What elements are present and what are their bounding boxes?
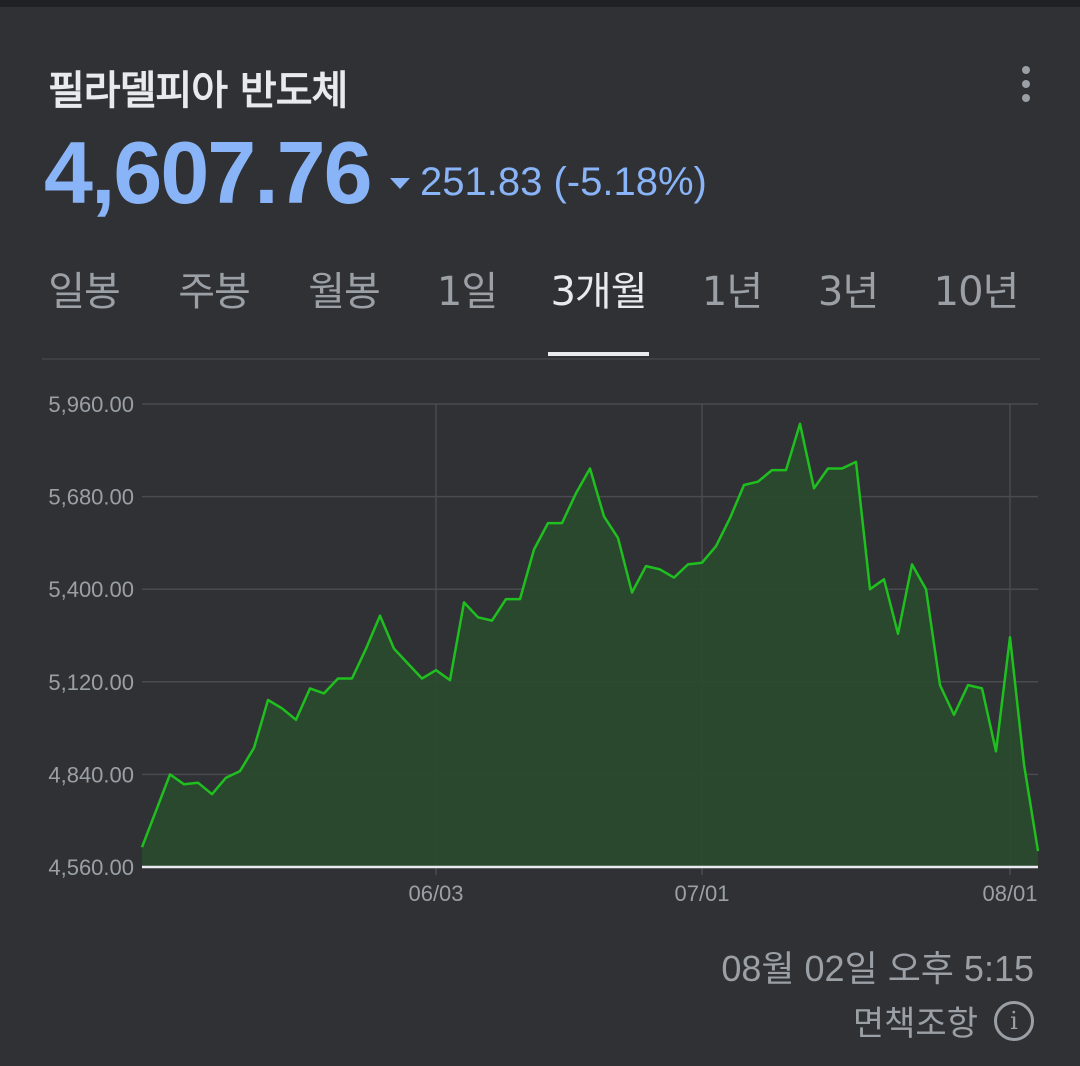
period-tabs: 일봉 주봉 월봉 1일 3개월 1년 3년 10년: [42, 262, 1040, 360]
price-area: [142, 423, 1038, 867]
tab-1day[interactable]: 1일: [436, 269, 498, 315]
price-change-value: 251.83 (-5.18%): [420, 160, 707, 204]
disclaimer-link[interactable]: 면책조항 i: [853, 996, 1034, 1045]
down-arrow-icon: [390, 178, 410, 189]
more-options-icon[interactable]: [1012, 66, 1040, 110]
y-tick-label: 5,960.00: [48, 392, 134, 417]
tab-3months[interactable]: 3개월: [548, 262, 649, 356]
info-icon[interactable]: i: [994, 1000, 1034, 1041]
x-tick-label: 07/01: [674, 881, 729, 906]
timestamp: 08월 02일 오후 5:15: [721, 948, 1034, 989]
y-tick-label: 4,840.00: [48, 762, 134, 787]
y-tick-label: 5,120.00: [48, 670, 134, 695]
status-strip: [0, 0, 1080, 7]
price-change: 251.83 (-5.18%): [390, 160, 707, 205]
disclaimer-label: 면책조항: [852, 1004, 978, 1044]
index-title: 필라델피아 반도체: [48, 68, 348, 114]
price-line: [140, 422, 1040, 852]
y-tick-label: 5,680.00: [48, 485, 134, 510]
y-tick-label: 5,400.00: [48, 577, 134, 602]
x-tick-label: 08/01: [982, 881, 1037, 906]
tab-1year[interactable]: 1년: [701, 269, 763, 315]
x-tick-label: 06/03: [408, 881, 463, 906]
tab-daily[interactable]: 일봉: [48, 269, 121, 315]
y-tick-label: 4,560.00: [48, 855, 134, 880]
current-price: 4,607.76: [44, 123, 373, 222]
tab-weekly[interactable]: 주봉: [178, 269, 251, 315]
tab-3years[interactable]: 3년: [817, 269, 879, 315]
tab-10years[interactable]: 10년: [933, 269, 1020, 315]
tab-monthly[interactable]: 월봉: [308, 269, 381, 315]
price-chart: 5,960.00 5,680.00 5,400.00 5,120.00 4,840.00…: [48, 392, 1040, 906]
